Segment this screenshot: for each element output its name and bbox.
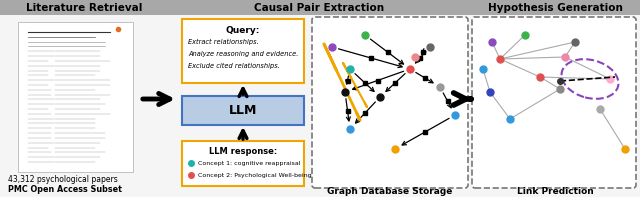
Text: Query:: Query: xyxy=(226,25,260,34)
FancyBboxPatch shape xyxy=(182,19,304,83)
Text: Link Prediction: Link Prediction xyxy=(516,188,593,196)
Bar xyxy=(18,22,133,172)
FancyBboxPatch shape xyxy=(182,96,304,125)
FancyBboxPatch shape xyxy=(472,17,636,188)
Text: Analyze reasoning and evidence.: Analyze reasoning and evidence. xyxy=(188,51,298,57)
Bar xyxy=(0,0,168,15)
Bar xyxy=(168,0,470,15)
Text: Hypothesis Generation: Hypothesis Generation xyxy=(488,3,623,12)
Text: 43,312 psychological papers: 43,312 psychological papers xyxy=(8,176,118,185)
Text: LLM response:: LLM response: xyxy=(209,147,277,155)
Text: Concept 2: Psychological Well-being: Concept 2: Psychological Well-being xyxy=(198,173,312,177)
Text: LLM: LLM xyxy=(229,104,257,117)
Text: Causal Pair Extraction: Causal Pair Extraction xyxy=(254,3,384,12)
Text: Graph Database Storage: Graph Database Storage xyxy=(327,188,452,196)
Text: Extract relationships.: Extract relationships. xyxy=(188,39,259,45)
Text: PMC Open Access Subset: PMC Open Access Subset xyxy=(8,185,122,193)
Bar xyxy=(470,0,640,15)
FancyBboxPatch shape xyxy=(312,17,468,188)
Text: Literature Retrieval: Literature Retrieval xyxy=(26,3,142,12)
Text: Concept 1: cognitive reappraisal: Concept 1: cognitive reappraisal xyxy=(198,161,301,165)
FancyBboxPatch shape xyxy=(182,141,304,186)
Text: Exclude cited relationships.: Exclude cited relationships. xyxy=(188,63,280,69)
